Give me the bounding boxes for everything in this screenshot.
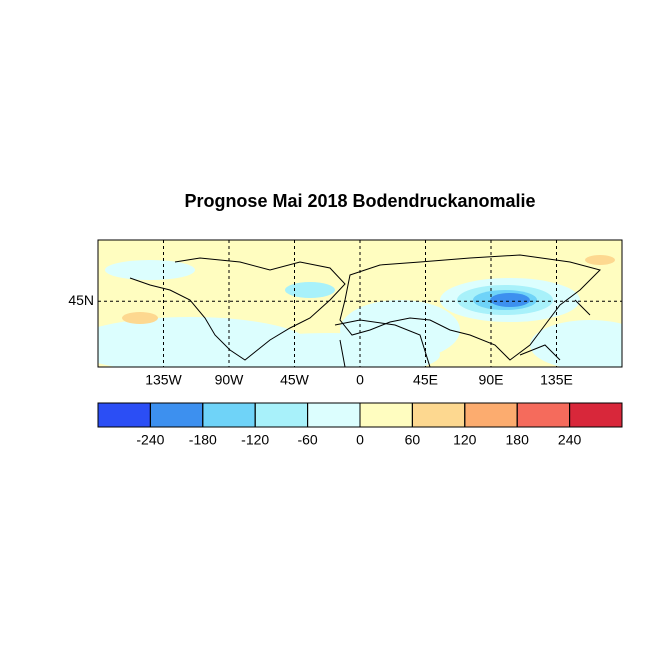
x-tick-label: 90E [479, 372, 504, 388]
colorbar-label: 180 [506, 432, 530, 448]
colorbar-label: 0 [356, 432, 364, 448]
colorbar-label: -180 [189, 432, 217, 448]
anomaly-region [122, 312, 158, 324]
colorbar-swatch [464, 402, 518, 428]
x-tick-label: 0 [356, 372, 364, 388]
x-tick-label: 135E [540, 372, 573, 388]
x-tick-label: 135W [145, 372, 182, 388]
colorbar-swatch [359, 402, 413, 428]
colorbar-swatch [254, 402, 309, 428]
anomaly-region [340, 300, 460, 360]
anomaly-field [98, 240, 622, 367]
map-title: Prognose Mai 2018 Bodendruckanomalie [184, 191, 535, 211]
x-tick-label: 45W [280, 372, 310, 388]
colorbar-swatch [411, 402, 466, 428]
x-tick-label: 90W [215, 372, 245, 388]
coastlines [129, 254, 601, 367]
colorbar-swatch [149, 402, 204, 428]
anomaly-region [105, 260, 195, 280]
x-tick-label: 45E [413, 372, 438, 388]
anomaly-region [285, 282, 335, 298]
colorbar-label: 240 [558, 432, 582, 448]
colorbar-swatch [202, 402, 256, 428]
colorbar-label: -120 [241, 432, 269, 448]
colorbar-label: -60 [297, 432, 317, 448]
colorbar-swatch [516, 402, 571, 428]
anomaly-region [585, 255, 615, 265]
anomaly-region [490, 293, 530, 307]
colorbar-swatch [569, 402, 623, 428]
y-tick-label: 45N [68, 292, 94, 308]
colorbar-label: 120 [453, 432, 477, 448]
colorbar-swatch [97, 402, 151, 428]
colorbar-swatch [307, 402, 361, 428]
anomaly-region [530, 320, 622, 367]
colorbar-label: 60 [405, 432, 421, 448]
colorbar-label: -240 [136, 432, 164, 448]
